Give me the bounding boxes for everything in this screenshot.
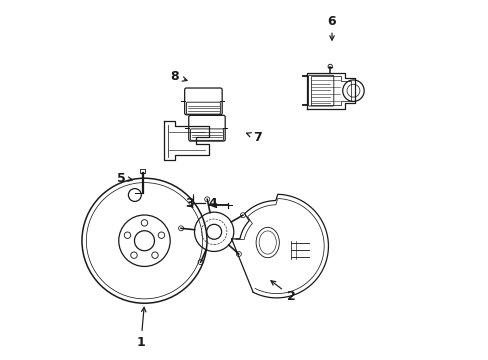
Text: 1: 1 — [136, 307, 145, 349]
Text: 7: 7 — [246, 131, 261, 144]
Text: 6: 6 — [327, 14, 336, 40]
Text: 5: 5 — [117, 172, 132, 185]
Text: 8: 8 — [170, 70, 186, 83]
Text: 4: 4 — [207, 197, 216, 210]
Text: 3: 3 — [184, 197, 193, 210]
Text: 2: 2 — [270, 281, 295, 303]
